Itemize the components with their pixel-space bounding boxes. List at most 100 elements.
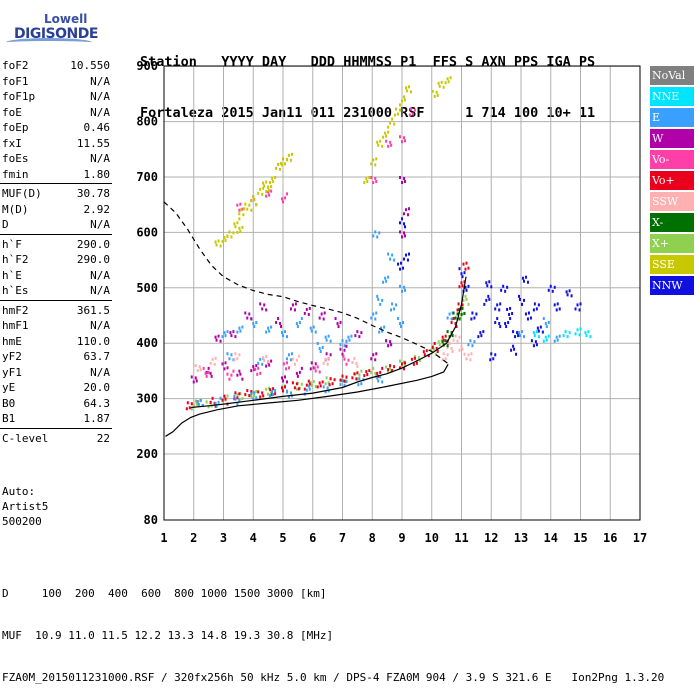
header-values: Fortaleza 2015 Jan11 011 231000 RSF 1 71… (140, 105, 596, 121)
point-nnw (551, 289, 554, 293)
point-w (289, 307, 292, 311)
param-row: hmF1 N/A (0, 318, 112, 334)
point-sse (397, 112, 400, 116)
point-x (463, 311, 466, 315)
point-e (250, 392, 253, 396)
point-e (261, 362, 264, 366)
point-vo (270, 189, 273, 193)
param-value: 30.78 (76, 187, 110, 200)
point-nnw (535, 307, 538, 311)
point-x (461, 312, 464, 316)
x-tick-label: 15 (573, 531, 587, 545)
point-nnw (482, 330, 485, 334)
param-separator (0, 299, 112, 301)
point-e (296, 325, 299, 329)
point-vo (389, 364, 392, 368)
point-ssw (444, 357, 447, 361)
x-tick-label: 2 (190, 531, 197, 545)
param-value: 63.7 (83, 350, 111, 363)
point-vo (291, 381, 294, 385)
point-x (241, 397, 244, 401)
point-e (400, 325, 403, 329)
point-vo (465, 261, 468, 265)
point-vo (185, 407, 188, 411)
param-value: 1.87 (83, 412, 111, 425)
point-e (285, 390, 288, 394)
point-vo (464, 267, 467, 271)
point-nnw (496, 317, 499, 321)
param-row: D N/A (0, 217, 112, 233)
param-name: hmF2 (2, 303, 29, 317)
point-vo (262, 394, 265, 398)
point-e (348, 338, 351, 342)
point-e (381, 298, 384, 302)
point-e (402, 321, 405, 325)
point-w (291, 303, 294, 307)
param-name: D (2, 218, 9, 231)
point-e (267, 326, 270, 330)
point-x (310, 383, 313, 387)
point-sse (365, 177, 368, 180)
point-vo (284, 385, 286, 389)
point-nnw (487, 294, 490, 298)
point-vo (188, 406, 191, 410)
param-name: hmE (2, 334, 22, 348)
point-vo (456, 308, 459, 312)
line-profile (165, 364, 449, 437)
point-x (255, 389, 258, 393)
point-w (374, 358, 377, 362)
point-nne (579, 327, 582, 331)
point-vo (297, 387, 300, 391)
point-sse (449, 76, 452, 80)
point-nne (544, 335, 547, 339)
point-sse (285, 157, 288, 161)
point-x (370, 370, 373, 374)
param-row: yF2 63.7 (0, 349, 112, 365)
point-nne (532, 331, 535, 335)
point-sse (214, 240, 217, 244)
point-vo (375, 180, 378, 183)
point-nnw (576, 303, 579, 307)
point-nnw (512, 330, 515, 334)
point-x (401, 364, 403, 368)
param-row: foF2 10.550 (0, 58, 112, 74)
point-x (464, 294, 467, 298)
point-sse (447, 80, 450, 84)
point-x (192, 403, 195, 407)
point-x (437, 340, 440, 344)
point-w (406, 213, 409, 217)
point-vo (365, 370, 368, 374)
point-nnw (532, 344, 535, 348)
point-w (238, 369, 241, 373)
point-w (343, 348, 346, 352)
point-e (287, 395, 290, 399)
point-vo (423, 353, 426, 357)
point-ssw (353, 356, 356, 360)
point-w (286, 380, 288, 384)
point-nnw (402, 257, 405, 261)
param-name: h`E (2, 268, 22, 282)
point-w (370, 357, 373, 361)
point-e (555, 335, 558, 339)
point-vo (224, 397, 227, 401)
point-x (265, 387, 268, 391)
point-e (282, 334, 284, 338)
x-tick-label: 13 (514, 531, 528, 545)
point-w (279, 322, 282, 326)
point-e (252, 397, 255, 401)
point-e (380, 326, 383, 330)
point-e (308, 387, 311, 391)
point-e (287, 353, 290, 357)
param-row: h`E N/A (0, 268, 112, 284)
point-nnw (404, 253, 407, 257)
point-nnw (555, 308, 558, 312)
point-nnw (514, 335, 517, 339)
point-e (545, 325, 548, 329)
point-sse (404, 98, 406, 102)
point-vo (321, 380, 324, 384)
point-nnw (523, 298, 525, 302)
point-e (376, 376, 379, 380)
point-w (399, 176, 401, 179)
point-w (284, 375, 286, 379)
point-x (434, 352, 437, 356)
